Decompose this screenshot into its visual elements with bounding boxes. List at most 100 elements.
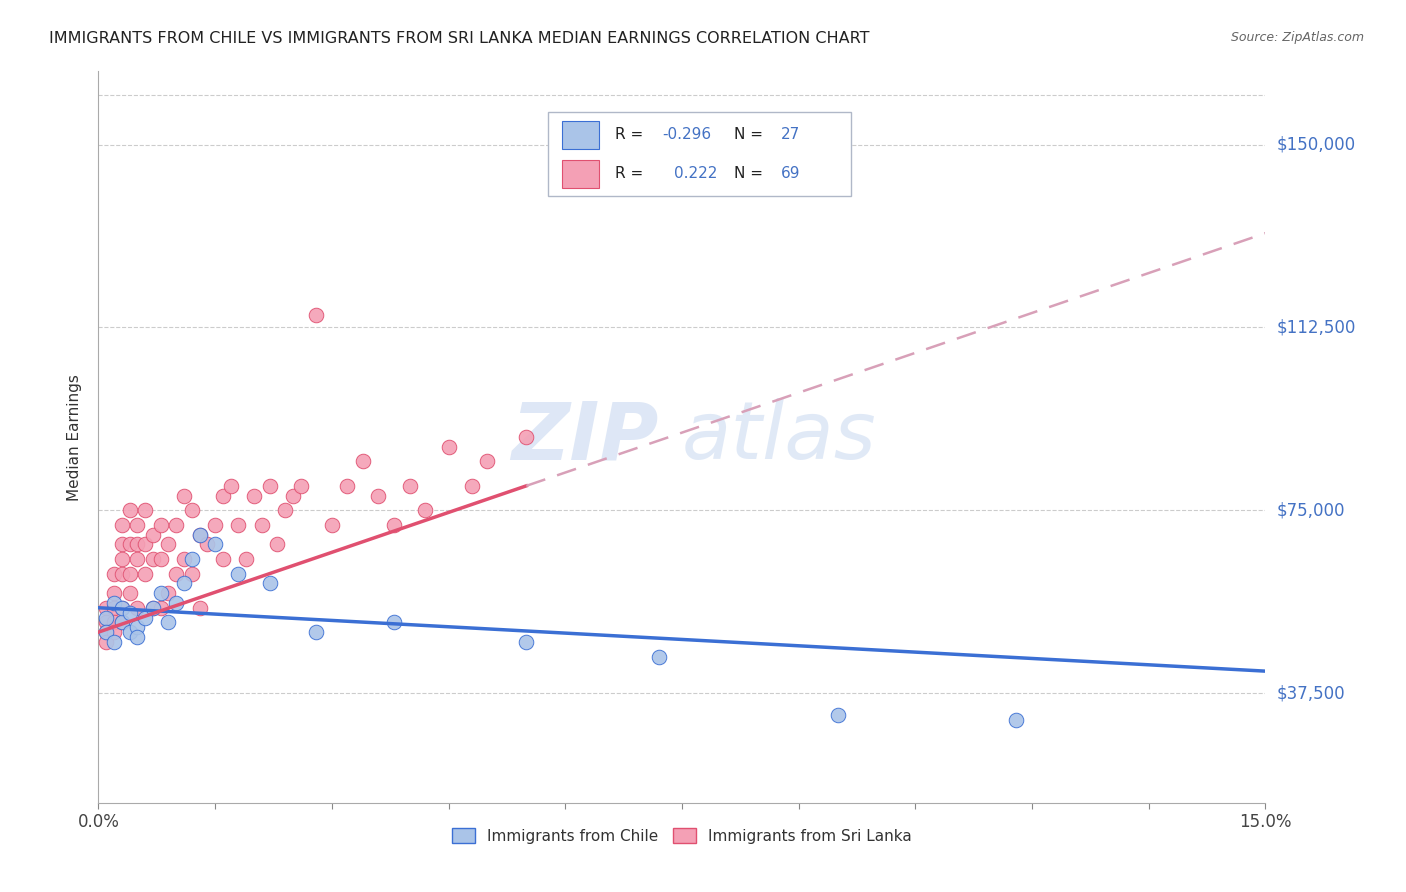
- Text: 0.222: 0.222: [673, 166, 717, 181]
- Point: [352, 454, 374, 468]
- Point: [243, 489, 266, 503]
- Text: -0.296: -0.296: [662, 128, 711, 143]
- Point: [382, 615, 405, 630]
- Point: [127, 537, 149, 551]
- Point: [461, 479, 484, 493]
- Point: [96, 635, 118, 649]
- Text: atlas: atlas: [682, 398, 877, 476]
- Point: [204, 537, 226, 551]
- Text: $75,000: $75,000: [1277, 501, 1346, 519]
- Bar: [562, 160, 599, 187]
- Point: [111, 615, 134, 630]
- Text: ZIP: ZIP: [512, 398, 658, 476]
- Text: 69: 69: [782, 166, 800, 181]
- Point: [149, 600, 172, 615]
- Point: [336, 479, 359, 493]
- Point: [173, 552, 195, 566]
- Point: [157, 586, 180, 600]
- Point: [103, 635, 125, 649]
- Point: [134, 537, 156, 551]
- Y-axis label: Median Earnings: Median Earnings: [67, 374, 83, 500]
- Point: [173, 489, 195, 503]
- Point: [165, 566, 187, 581]
- Point: [188, 527, 211, 541]
- Point: [103, 615, 125, 630]
- Point: [235, 552, 257, 566]
- Text: IMMIGRANTS FROM CHILE VS IMMIGRANTS FROM SRI LANKA MEDIAN EARNINGS CORRELATION C: IMMIGRANTS FROM CHILE VS IMMIGRANTS FROM…: [49, 31, 870, 46]
- Point: [149, 552, 172, 566]
- Point: [305, 308, 328, 322]
- Point: [413, 503, 436, 517]
- Text: R =: R =: [616, 166, 648, 181]
- Text: $112,500: $112,500: [1277, 318, 1355, 336]
- Point: [290, 479, 312, 493]
- Point: [219, 479, 242, 493]
- Point: [96, 625, 118, 640]
- Point: [515, 635, 537, 649]
- Point: [367, 489, 389, 503]
- FancyBboxPatch shape: [548, 112, 851, 195]
- Point: [127, 517, 149, 532]
- Point: [228, 566, 250, 581]
- Point: [103, 625, 125, 640]
- Text: 27: 27: [782, 128, 800, 143]
- Point: [477, 454, 499, 468]
- Point: [142, 527, 165, 541]
- Text: $37,500: $37,500: [1277, 684, 1346, 702]
- Point: [188, 527, 211, 541]
- Point: [96, 615, 118, 630]
- Point: [103, 600, 125, 615]
- Point: [382, 517, 405, 532]
- Point: [134, 566, 156, 581]
- Point: [180, 503, 202, 517]
- Point: [118, 586, 141, 600]
- Text: N =: N =: [734, 166, 768, 181]
- Point: [118, 503, 141, 517]
- Point: [259, 479, 281, 493]
- Point: [127, 600, 149, 615]
- Point: [111, 517, 134, 532]
- Point: [118, 566, 141, 581]
- Point: [515, 430, 537, 444]
- Point: [127, 630, 149, 644]
- Point: [281, 489, 304, 503]
- Legend: Immigrants from Chile, Immigrants from Sri Lanka: Immigrants from Chile, Immigrants from S…: [446, 822, 918, 850]
- Point: [111, 615, 134, 630]
- Point: [274, 503, 297, 517]
- Point: [228, 517, 250, 532]
- Point: [96, 600, 118, 615]
- Point: [111, 537, 134, 551]
- Point: [118, 537, 141, 551]
- Point: [134, 503, 156, 517]
- Point: [195, 537, 218, 551]
- Bar: [562, 121, 599, 149]
- Point: [266, 537, 288, 551]
- Point: [180, 552, 202, 566]
- Point: [142, 600, 165, 615]
- Point: [173, 576, 195, 591]
- Point: [111, 552, 134, 566]
- Point: [180, 566, 202, 581]
- Text: Source: ZipAtlas.com: Source: ZipAtlas.com: [1230, 31, 1364, 45]
- Point: [1005, 713, 1028, 727]
- Point: [142, 552, 165, 566]
- Point: [212, 489, 235, 503]
- Point: [134, 610, 156, 624]
- Point: [111, 600, 134, 615]
- Point: [647, 649, 669, 664]
- Point: [103, 586, 125, 600]
- Point: [127, 620, 149, 634]
- Point: [111, 600, 134, 615]
- Point: [118, 625, 141, 640]
- Point: [111, 566, 134, 581]
- Text: R =: R =: [616, 128, 648, 143]
- Point: [212, 552, 235, 566]
- Point: [305, 625, 328, 640]
- Point: [157, 537, 180, 551]
- Point: [149, 517, 172, 532]
- Point: [142, 600, 165, 615]
- Point: [437, 440, 460, 454]
- Point: [321, 517, 343, 532]
- Point: [827, 708, 849, 723]
- Point: [250, 517, 273, 532]
